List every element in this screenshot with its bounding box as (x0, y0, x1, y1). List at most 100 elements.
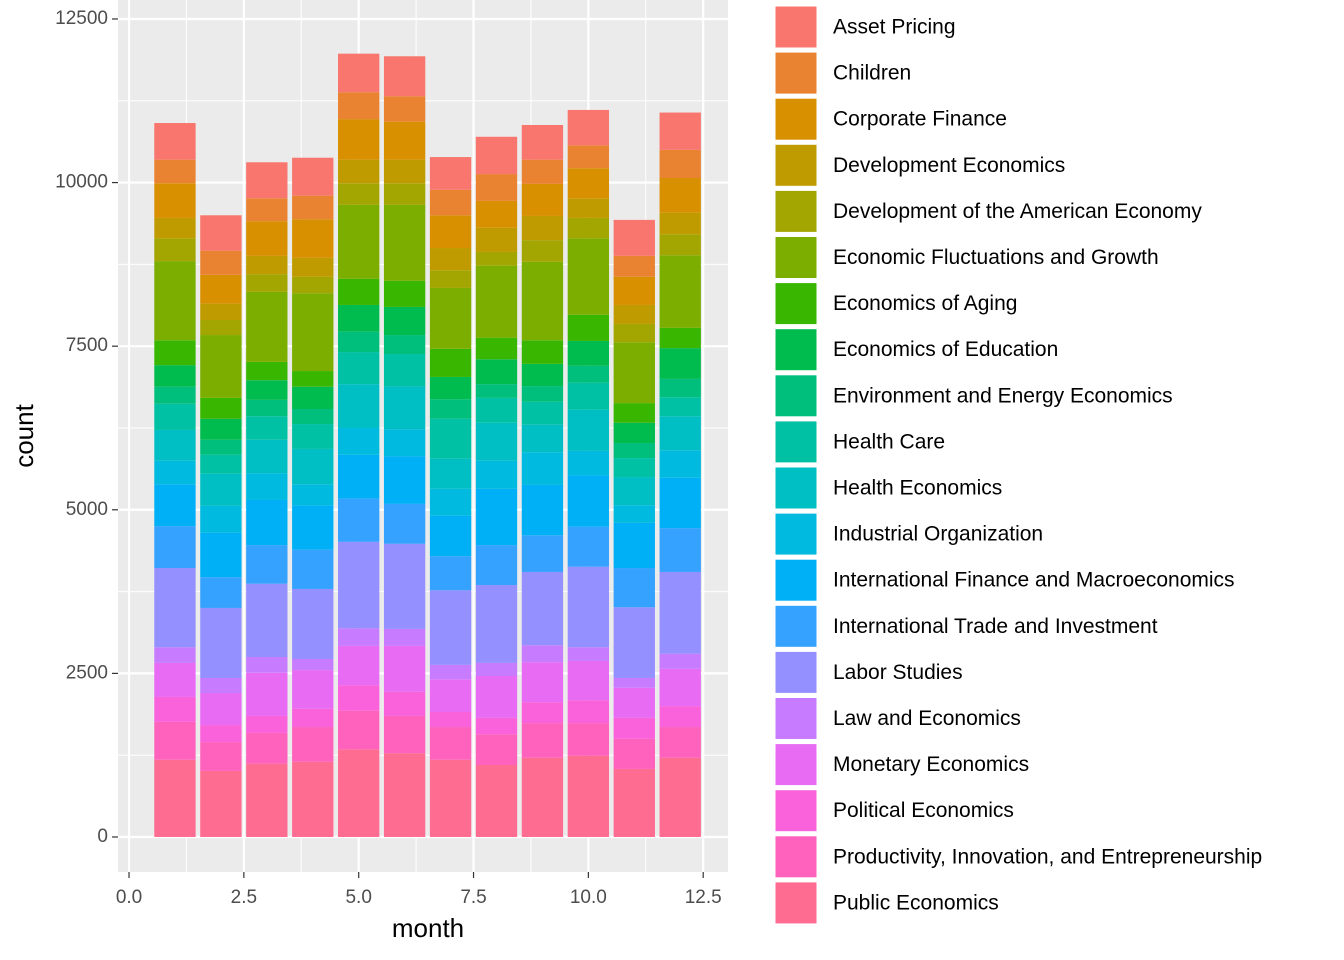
bar-segment (521, 124, 564, 160)
bar-segment (613, 304, 655, 324)
bar-segment (383, 543, 426, 629)
bar-segment (429, 418, 472, 459)
bar-segment (567, 566, 610, 648)
bar-segment (200, 397, 242, 419)
bar-segment (154, 696, 196, 722)
bar-segment (475, 662, 518, 677)
legend-key (774, 374, 818, 418)
bar-segment (521, 386, 564, 402)
bar-segment (429, 556, 472, 591)
bar-segment (246, 162, 288, 199)
bar-segment (567, 217, 610, 239)
bar-segment (246, 416, 288, 440)
bar-segment (429, 270, 472, 288)
bar-segment (154, 123, 196, 160)
legend-key (774, 743, 818, 787)
bar-segment (429, 727, 472, 760)
bar-segment (521, 662, 564, 703)
bar-segment (567, 198, 610, 218)
bar-segment (521, 757, 564, 837)
bar-segment (567, 409, 610, 451)
bar-segment (475, 585, 518, 663)
y-tick-label: 5000 (66, 499, 108, 520)
bar-segment (200, 320, 242, 336)
bar-segment (521, 484, 564, 536)
bar-segment (338, 159, 380, 184)
bar-segment (200, 725, 242, 743)
bar-segment (292, 371, 334, 387)
bar-segment (200, 418, 242, 440)
bar-segment (246, 399, 288, 417)
bar-segment (475, 460, 518, 489)
bar-segment (659, 348, 701, 379)
bar-segment (338, 645, 380, 686)
bar-segment (613, 458, 655, 478)
legend-label: Environment and Energy Economics (833, 384, 1173, 407)
bar-segment (154, 365, 196, 387)
bar-segment (154, 261, 196, 341)
bar-segment (292, 257, 334, 277)
bar-segment (613, 219, 655, 256)
bar-segment (154, 238, 196, 262)
bar-segment (613, 522, 655, 569)
y-tick-label: 0 (97, 826, 108, 847)
y-tick-label: 2500 (66, 662, 108, 683)
bar-segment (383, 306, 426, 336)
bar-segment (338, 92, 380, 120)
bar-segment (246, 380, 288, 400)
legend-label: Asset Pricing (833, 16, 956, 39)
bar-segment (475, 200, 518, 228)
legend-label: Labor Studies (833, 661, 963, 684)
bar-segment (475, 337, 518, 360)
bar-segment (383, 753, 426, 837)
bar-segment (475, 717, 518, 735)
bar-segment (567, 314, 610, 341)
bar-segment (246, 715, 288, 733)
x-axis-title: month (392, 913, 464, 943)
legend-key (774, 650, 818, 694)
bar-segment (383, 335, 426, 355)
legend-label: Corporate Finance (833, 108, 1007, 131)
legend-key (774, 604, 818, 648)
legend-label: Development of the American Economy (833, 200, 1202, 223)
bar-segment (521, 340, 564, 364)
legend-key (774, 835, 818, 879)
bar-segment (338, 119, 380, 160)
bar-segment (613, 342, 655, 404)
bar-segment (659, 477, 701, 529)
bar-segment (567, 382, 610, 410)
legend-label: Monetary Economics (833, 753, 1029, 776)
bar-segment (154, 429, 196, 461)
bar-segment (200, 303, 242, 321)
legend-label: International Trade and Investment (833, 615, 1158, 638)
bar-segment (154, 340, 196, 366)
legend-label: Law and Economics (833, 707, 1021, 730)
bar-segment (200, 770, 242, 837)
bar-segment (200, 742, 242, 771)
bar-segment (383, 159, 426, 184)
legend-key (774, 881, 818, 925)
bar-segment (567, 450, 610, 476)
bar-segment (659, 112, 701, 150)
bar-segment (475, 227, 518, 252)
bar-segment (429, 759, 472, 837)
legend-key (774, 328, 818, 372)
bar-segment (613, 443, 655, 459)
bar-segment (429, 664, 472, 680)
bar-segment (338, 749, 380, 837)
bar-segment (659, 177, 701, 213)
legend-key (774, 512, 818, 556)
bar-segment (521, 215, 564, 241)
bar-segment (659, 212, 701, 235)
bar-segment (292, 484, 334, 506)
bar-segment (383, 183, 426, 205)
bar-segment (292, 195, 334, 220)
bar-segment (338, 498, 380, 542)
bar-segment (429, 248, 472, 271)
bar-segment (521, 183, 564, 216)
bar-segment (613, 505, 655, 523)
bar-segment (521, 240, 564, 262)
bar-segment (154, 460, 196, 485)
bar-segment (338, 352, 380, 385)
bar-segment (200, 677, 242, 694)
